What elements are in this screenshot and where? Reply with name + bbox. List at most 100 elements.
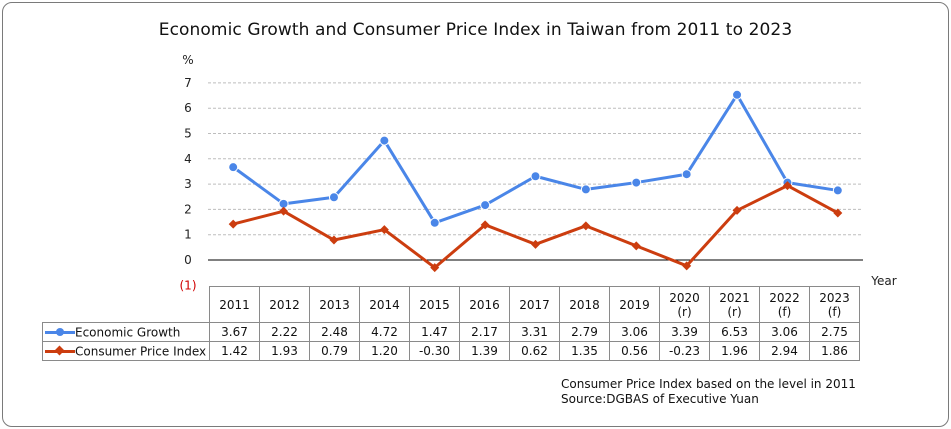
x-tick-label: 2020 (r): [659, 286, 710, 323]
year-label: 2015: [419, 297, 450, 312]
data-table-row-economic-growth: Economic Growth 3.67 2.22 2.48 4.72 1.47 2.17…: [42, 322, 860, 342]
data-point: [531, 239, 540, 249]
data-label: 2.79: [559, 322, 610, 342]
data-point: [329, 235, 339, 245]
data-point: [581, 221, 591, 231]
data-point: [228, 162, 239, 173]
data-label: 1.96: [709, 341, 760, 361]
year-note: (f): [827, 304, 842, 319]
data-label: -0.23: [659, 341, 710, 361]
legend-economic-growth: Economic Growth: [42, 322, 210, 342]
x-tick-label: 2021 (r): [709, 286, 760, 323]
data-label: 3.06: [609, 322, 660, 342]
data-label: 1.86: [809, 341, 860, 361]
data-label: 1.20: [359, 341, 410, 361]
data-point: [328, 192, 339, 203]
data-point: [832, 185, 843, 196]
year-label: 2023: [819, 290, 850, 305]
x-tick-label: 2018: [559, 286, 610, 323]
legend-line-circle-icon: [45, 325, 75, 339]
data-label: 1.93: [259, 341, 310, 361]
year-label: 2014: [369, 297, 400, 312]
x-tick-label: 2014: [359, 286, 410, 323]
data-table-corner: [42, 286, 210, 323]
legend-label: Economic Growth: [75, 325, 181, 340]
year-label: 2018: [569, 297, 600, 312]
x-tick-label: 2013: [309, 286, 360, 323]
x-axis-title: Year: [870, 274, 896, 288]
data-point: [833, 208, 843, 218]
data-label: -0.30: [409, 341, 460, 361]
year-label: 2016: [469, 297, 500, 312]
data-label: 4.72: [359, 322, 410, 342]
data-label: 3.39: [659, 322, 710, 342]
year-note: (r): [677, 304, 692, 319]
y-axis-unit: %: [182, 53, 193, 67]
data-point: [279, 206, 289, 216]
data-label: 2.22: [259, 322, 310, 342]
year-label: 2011: [219, 297, 250, 312]
data-point: [682, 261, 692, 271]
data-point: [429, 217, 440, 228]
y-tick-label: 0: [184, 253, 192, 267]
data-point: [631, 241, 641, 251]
year-label: 2019: [619, 297, 650, 312]
year-note: (r): [727, 304, 742, 319]
data-label: 2.48: [309, 322, 360, 342]
legend-label: Consumer Price Index: [75, 344, 207, 359]
data-label: 1.39: [459, 341, 510, 361]
y-tick-label: 3: [184, 177, 192, 191]
data-label: 0.56: [609, 341, 660, 361]
data-point: [631, 177, 642, 188]
x-tick-label: 2016: [459, 286, 510, 323]
data-table-year-row: 2011 2012 2013 2014 2015 2016 2017 2018 2019 2020…: [42, 286, 860, 323]
data-point: [732, 205, 742, 215]
x-tick-label: 2017: [509, 286, 560, 323]
data-label: 0.62: [509, 341, 560, 361]
data-label: 0.79: [309, 341, 360, 361]
y-tick-label: 5: [184, 127, 192, 141]
data-point: [228, 219, 238, 229]
year-label: 2012: [269, 297, 300, 312]
data-point: [379, 225, 389, 235]
y-tick-label: 6: [184, 101, 192, 115]
data-table: 2011 2012 2013 2014 2015 2016 2017 2018 2019 2020…: [42, 286, 860, 361]
y-tick-label: 4: [184, 152, 192, 166]
data-point: [480, 200, 491, 211]
x-tick-label: 2015: [409, 286, 460, 323]
data-label: 3.06: [759, 322, 810, 342]
year-label: 2022: [769, 290, 800, 305]
data-label: 3.31: [509, 322, 560, 342]
data-label: 2.75: [809, 322, 860, 342]
year-label: 2017: [519, 297, 550, 312]
data-point: [580, 184, 591, 195]
data-point: [480, 220, 490, 230]
data-label: 2.17: [459, 322, 510, 342]
y-tick-label: 7: [184, 76, 192, 90]
data-label: 3.67: [209, 322, 260, 342]
x-tick-label: 2023 (f): [809, 286, 860, 323]
data-label: 2.94: [759, 341, 810, 361]
y-tick-label: 1: [184, 228, 192, 242]
x-tick-label: 2012: [259, 286, 310, 323]
year-label: 2020: [669, 290, 700, 305]
x-tick-label: 2011: [209, 286, 260, 323]
x-tick-label: 2019: [609, 286, 660, 323]
chart-source: Source:DGBAS of Executive Yuan: [561, 392, 759, 406]
legend-consumer-price-index: Consumer Price Index: [42, 341, 210, 361]
chart-note: Consumer Price Index based on the level …: [561, 377, 856, 391]
data-point: [379, 135, 390, 146]
data-point: [681, 169, 692, 180]
data-label: 1.42: [209, 341, 260, 361]
data-table-row-consumer-price-index: Consumer Price Index 1.42 1.93 0.79 1.20 -0.…: [42, 341, 860, 361]
data-point: [430, 263, 440, 273]
legend-line-diamond-icon: [45, 344, 75, 358]
x-tick-label: 2022 (f): [759, 286, 810, 323]
year-label: 2021: [719, 290, 750, 305]
data-point: [782, 181, 792, 191]
data-label: 6.53: [709, 322, 760, 342]
data-label: 1.35: [559, 341, 610, 361]
y-tick-label: 2: [184, 202, 192, 216]
data-point: [732, 89, 743, 100]
